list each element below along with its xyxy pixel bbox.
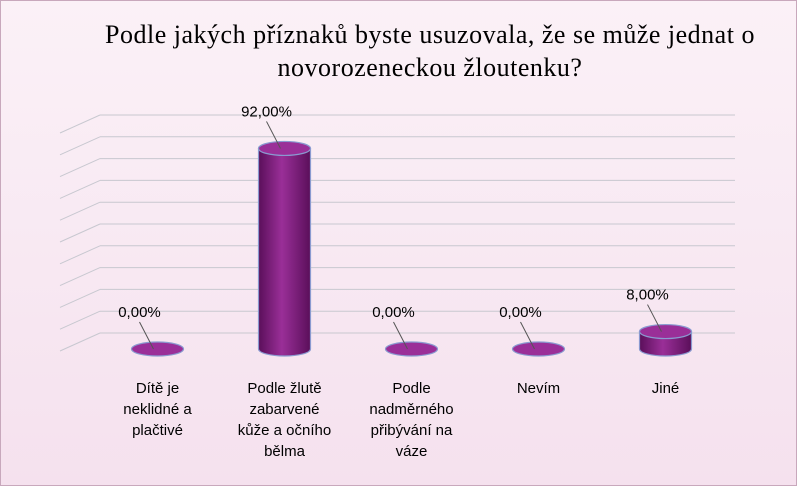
gridline-depth — [59, 310, 101, 330]
bar-top — [384, 341, 439, 357]
bar — [638, 323, 693, 357]
bar — [511, 341, 566, 357]
data-label: 0,00% — [499, 304, 542, 321]
data-label-leader — [266, 121, 281, 149]
data-label: 0,00% — [372, 304, 415, 321]
data-label: 92,00% — [241, 103, 292, 120]
data-label-leader — [139, 321, 154, 350]
bar-top — [130, 341, 185, 357]
data-label-leader — [393, 321, 408, 350]
gridline-depth — [59, 136, 101, 156]
x-tick-label: Podle žlutě zabarvené kůže a očního bělm… — [237, 380, 332, 460]
x-tick-label: Nevím — [516, 380, 561, 397]
gridline-depth — [59, 179, 101, 199]
gridline-depth — [59, 223, 101, 243]
gridline-depth — [59, 332, 101, 352]
gridline-depth — [59, 288, 101, 308]
bar-body — [257, 147, 312, 357]
bar — [130, 341, 185, 357]
bar-top — [511, 341, 566, 357]
bar-top — [257, 140, 312, 157]
x-tick-label: Dítě je neklidné a plačtivé — [123, 380, 192, 439]
data-label-leader — [647, 304, 662, 332]
gridline-depth — [59, 267, 101, 287]
gridline-depth — [59, 201, 101, 221]
bar — [384, 341, 439, 357]
gridline-depth — [59, 245, 101, 265]
data-label: 0,00% — [118, 304, 161, 321]
data-label: 8,00% — [626, 287, 669, 304]
bar-top — [638, 323, 693, 340]
data-label-leader — [520, 321, 535, 350]
chart-title: Podle jakých příznaků byste usuzovala, ž… — [105, 20, 755, 82]
x-tick-label: Jiné — [651, 380, 680, 397]
x-tick-label: Podle nadměrného přibývání na váze — [369, 380, 454, 460]
bar — [257, 140, 312, 357]
gridline-depth — [59, 158, 101, 178]
gridline-depth — [59, 114, 101, 134]
